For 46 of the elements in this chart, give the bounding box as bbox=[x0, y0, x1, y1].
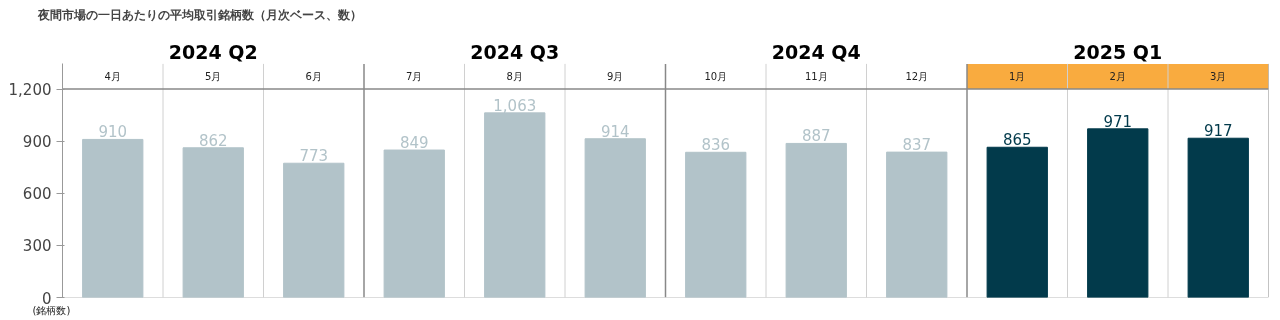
x-tick-label: 6月 bbox=[305, 70, 322, 82]
bar bbox=[785, 142, 847, 298]
bar bbox=[986, 146, 1048, 298]
bar bbox=[685, 151, 747, 298]
y-tick-label: 1,200 bbox=[8, 81, 52, 100]
x-tick-label: 2月 bbox=[1109, 70, 1126, 82]
x-tick-label: 8月 bbox=[506, 70, 523, 82]
bar bbox=[1187, 137, 1249, 298]
x-tick-label: 11月 bbox=[804, 70, 828, 82]
data-label: 910 bbox=[98, 123, 128, 142]
chart-title: 夜間市場の一日あたりの平均取引銘柄数（月次ベース、数） bbox=[36, 7, 362, 22]
text: 2025 Q1 bbox=[1073, 40, 1163, 63]
data-label: 862 bbox=[198, 131, 228, 150]
data-label: 773 bbox=[299, 147, 329, 166]
y-axis-title: (銘柄数) bbox=[32, 304, 71, 316]
x-tick-label: 10月 bbox=[704, 70, 728, 82]
data-label: 887 bbox=[801, 127, 831, 146]
data-label: 865 bbox=[1002, 131, 1032, 150]
x-tick-label: 5月 bbox=[205, 70, 222, 82]
bar bbox=[584, 138, 646, 298]
x-tick-label: 7月 bbox=[406, 70, 423, 82]
data-label: 836 bbox=[701, 136, 731, 155]
y-tick-label: 300 bbox=[22, 237, 52, 256]
data-label: 914 bbox=[600, 122, 630, 141]
y-tick-label: 600 bbox=[22, 185, 52, 204]
bar bbox=[283, 162, 345, 298]
bar bbox=[82, 138, 144, 298]
bar bbox=[383, 149, 445, 298]
bar bbox=[1087, 128, 1149, 298]
bar bbox=[886, 151, 948, 298]
x-tick-label: 1月 bbox=[1009, 70, 1026, 82]
data-label: 917 bbox=[1203, 122, 1233, 141]
x-tick-label: 12月 bbox=[905, 70, 929, 82]
x-tick-label: 3月 bbox=[1210, 70, 1227, 82]
bar bbox=[182, 147, 244, 298]
data-label: 849 bbox=[399, 134, 429, 153]
x-tick-label: 4月 bbox=[104, 70, 121, 82]
text: 2024 Q3 bbox=[470, 40, 560, 63]
text: 2024 Q4 bbox=[771, 40, 861, 63]
y-tick-label: 900 bbox=[22, 133, 52, 152]
x-tick-label: 9月 bbox=[607, 70, 624, 82]
data-label: 1,063 bbox=[493, 96, 537, 115]
data-label: 971 bbox=[1103, 112, 1133, 131]
text: 2024 Q2 bbox=[168, 40, 258, 63]
bar bbox=[484, 112, 546, 298]
data-label: 837 bbox=[902, 136, 932, 155]
